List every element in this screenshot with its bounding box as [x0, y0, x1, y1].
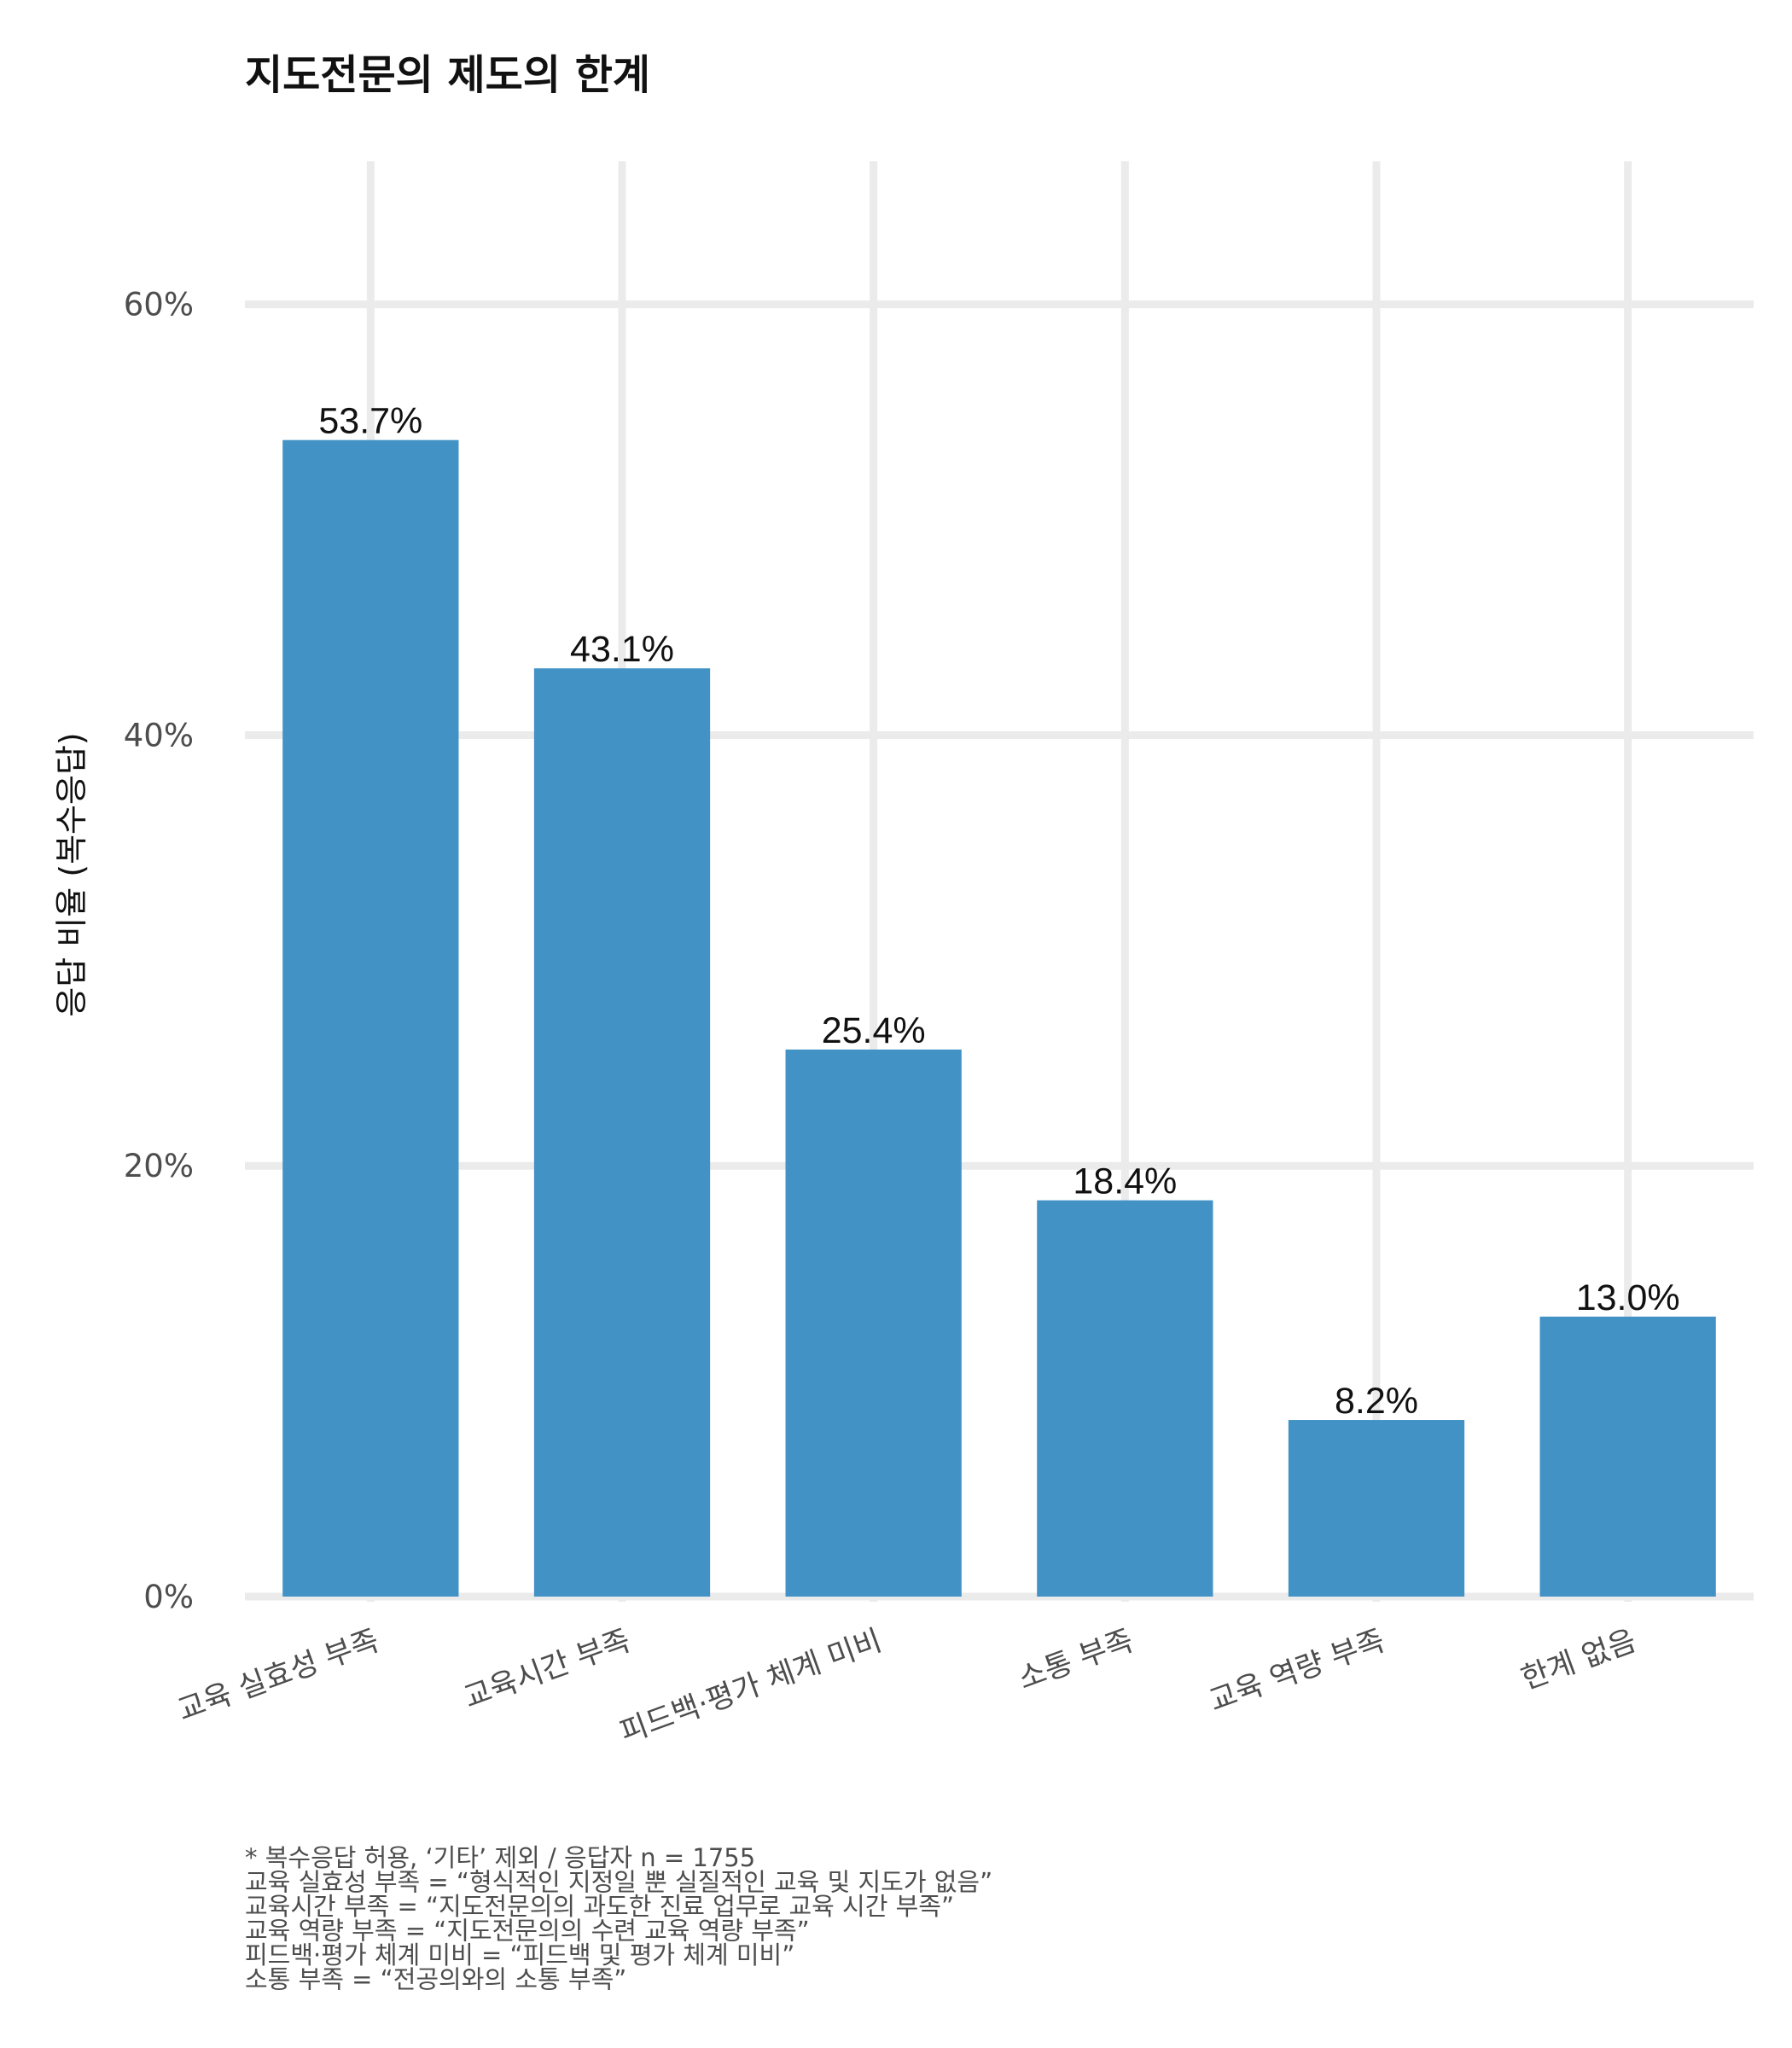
data-label: 25.4%: [822, 1010, 926, 1051]
x-tick-label: 한계 없음: [1517, 1624, 1641, 1696]
data-label: 8.2%: [1335, 1381, 1418, 1422]
footnote-line: 소통 부족 = “전공의와의 소통 부족”: [245, 1965, 626, 1994]
y-axis-title: 응답 비율 (복수응답): [53, 732, 90, 1017]
footnote-line: * 복수응답 허용, ‘기타’ 제외 / 응답자 n = 1755: [245, 1843, 755, 1872]
footnote-line: 교육시간 부족 = “지도전문의의 과도한 진료 업무로 교육 시간 부족”: [245, 1892, 954, 1921]
x-tick-label: 교육 역량 부족: [1205, 1624, 1389, 1719]
x-tick-label: 피드백·평가 체계 미비: [615, 1624, 886, 1750]
x-tick-label: 교육시간 부족: [459, 1624, 635, 1715]
bar: [533, 668, 711, 1597]
footnote-line: 피드백·평가 체계 미비 = “피드백 및 평가 체계 미비”: [245, 1940, 794, 1969]
bar: [282, 439, 459, 1597]
data-label: 13.0%: [1576, 1277, 1680, 1318]
y-tick-label: 60%: [124, 287, 194, 323]
y-tick-label: 40%: [124, 717, 194, 753]
data-label: 43.1%: [570, 629, 674, 670]
bars: [282, 439, 1716, 1597]
y-tick-label: 20%: [124, 1148, 194, 1184]
data-label: 53.7%: [318, 401, 422, 442]
bar: [1037, 1200, 1213, 1597]
x-tick-label: 소통 부족: [1014, 1624, 1137, 1696]
data-label: 18.4%: [1073, 1161, 1177, 1202]
footnote-line: 교육 역량 부족 = “지도전문의의 수련 교육 역량 부족”: [245, 1917, 810, 1946]
x-tick-label: 교육 실효성 부족: [173, 1624, 383, 1728]
data-labels: 53.7% 43.1% 25.4% 18.4% 8.2% 13.0%: [318, 401, 1679, 1422]
horizontal-gridlines: [245, 300, 1754, 1601]
bar: [785, 1049, 962, 1597]
y-tick-label: 0%: [143, 1579, 194, 1615]
bar: [1539, 1316, 1716, 1597]
footnote-line: 교육 실효성 부족 = “형식적인 지정일 뿐 실질적인 교육 및 지도가 없음…: [245, 1868, 992, 1897]
chart-title: 지도전문의 제도의 한계: [245, 51, 650, 99]
y-axis-tick-labels: 0% 20% 40% 60%: [124, 287, 194, 1615]
bar: [1288, 1420, 1465, 1597]
